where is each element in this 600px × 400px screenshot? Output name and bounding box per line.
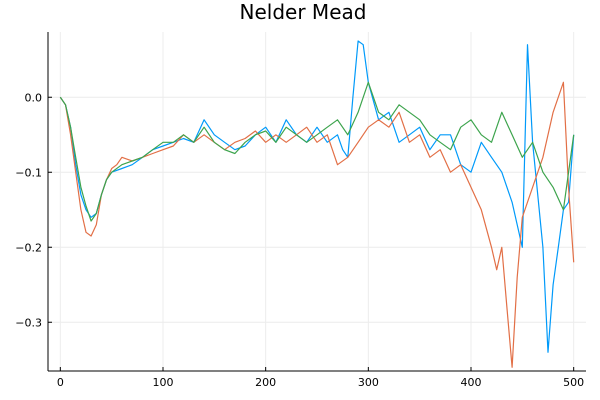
y-tick-label: −0.3 [15,316,42,329]
series-line-1 [59,40,575,353]
x-tick-label: 100 [152,376,173,389]
series-line-3 [59,81,575,222]
x-tick-label: 300 [358,376,379,389]
series-line-2 [59,81,575,368]
axes [47,32,586,372]
x-tick-label: 500 [563,376,584,389]
series-lines [59,40,575,368]
chart-title: Nelder Mead [240,0,367,24]
grid-lines [48,32,586,371]
x-tick-label: 400 [461,376,482,389]
tick-labels: 0 100 200 300 400 500 0.0 −0.1 −0.2 −0.3 [15,91,584,389]
x-tick-label: 200 [255,376,276,389]
x-tick-label: 0 [57,376,64,389]
y-tick-label: 0.0 [25,91,43,104]
y-tick-label: −0.2 [15,241,42,254]
y-tick-label: −0.1 [15,166,42,179]
